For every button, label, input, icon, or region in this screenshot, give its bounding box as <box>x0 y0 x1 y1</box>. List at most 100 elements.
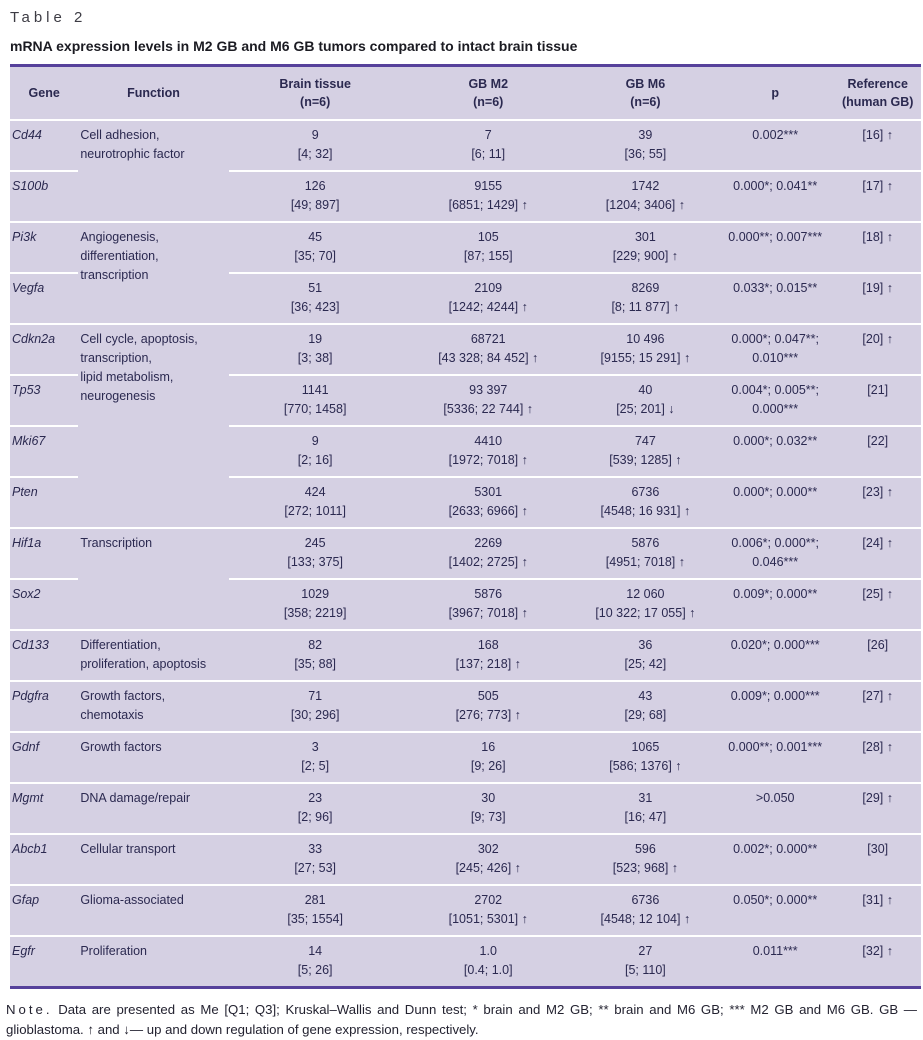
quartile-range: [1402; 2725] ↑ <box>448 555 528 569</box>
quartile-range: [49; 897] <box>290 198 340 212</box>
quartile-range: [30; 296] <box>290 708 340 722</box>
brain-tissue-cell: 1029 [358; 2219] <box>228 578 402 630</box>
reference-cell: [24] ↑ <box>834 527 921 579</box>
quartile-range: [16; 47] <box>624 810 667 824</box>
median-value: 1742 <box>631 179 660 193</box>
median-value: 9 <box>311 434 319 448</box>
quartile-range: [29; 68] <box>624 708 667 722</box>
gb-m2-cell: 5301 [2633; 6966] ↑ <box>401 476 575 528</box>
median-value: 39 <box>638 128 653 142</box>
median-value: 6736 <box>631 485 660 499</box>
header-row: Gene Function Brain tissue (n=6) GB M2 (… <box>10 65 921 121</box>
median-value: 2269 <box>474 536 503 550</box>
quartile-range: [2; 16] <box>297 453 333 467</box>
reference-cell: [25] ↑ <box>834 578 921 630</box>
gb-m2-cell: 9155 [6851; 1429] ↑ <box>401 170 575 222</box>
table-number-label: Table 2 <box>10 9 87 26</box>
reference-cell: [19] ↑ <box>834 272 921 324</box>
median-value: 3 <box>311 740 319 754</box>
gene-name: Egfr <box>10 935 79 988</box>
p-value-cell: 0.000*; 0.041** <box>715 170 835 222</box>
gb-m2-cell: 93 397 [5336; 22 744] ↑ <box>401 374 575 426</box>
median-value: 4410 <box>474 434 503 448</box>
brain-tissue-cell: 424 [272; 1011] <box>228 476 402 528</box>
p-value-cell: 0.000*; 0.000** <box>715 476 835 528</box>
quartile-range: [36; 55] <box>624 147 667 161</box>
quartile-range: [2; 96] <box>297 810 333 824</box>
reference-cell: [27] ↑ <box>834 680 921 732</box>
median-value: 71 <box>308 689 323 703</box>
median-value: 36 <box>638 638 653 652</box>
reference-cell: [32] ↑ <box>834 935 921 988</box>
brain-tissue-cell: 19 [3; 38] <box>228 323 402 375</box>
gene-name: Cd133 <box>10 629 79 681</box>
gb-m6-cell: 10 496 [9155; 15 291] ↑ <box>574 323 716 375</box>
median-value: 23 <box>308 791 323 805</box>
median-value: 31 <box>638 791 653 805</box>
quartile-range: [6851; 1429] ↑ <box>448 198 528 212</box>
gb-m6-cell: 747 [539; 1285] ↑ <box>574 425 716 477</box>
table-row-tp53: Tp53 1141 [770; 1458] 93 397 [5336; 22 744] … <box>10 374 921 426</box>
column-header-gb-m6: GB M6 (n=6) <box>574 65 716 121</box>
quartile-range: [35; 88] <box>294 657 337 671</box>
quartile-range: [87; 155] <box>463 249 513 263</box>
median-value: 45 <box>308 230 323 244</box>
median-value: 43 <box>638 689 653 703</box>
median-value: 505 <box>477 689 499 703</box>
median-value: 281 <box>304 893 326 907</box>
median-value: 16 <box>481 740 496 754</box>
gene-function: Differentiation, proliferation, apoptosi… <box>78 629 229 681</box>
reference-cell: [20] ↑ <box>834 323 921 375</box>
p-value-cell: 0.000**; 0.007*** <box>715 221 835 273</box>
median-value: 5301 <box>474 485 503 499</box>
gene-name: Gdnf <box>10 731 79 783</box>
column-header-p-value: p <box>715 65 835 121</box>
quartile-range: [35; 1554] <box>287 912 343 926</box>
median-value: 30 <box>481 791 496 805</box>
gb-m6-cell: 39 [36; 55] <box>574 119 716 171</box>
median-value: 82 <box>308 638 323 652</box>
table-row-gdnf: Gdnf Growth factors 3 [2; 5] 16 [9; 26] 1065 [5… <box>10 731 921 783</box>
table-row-sox2: Sox2 1029 [358; 2219] 5876 [3967; 7018] ↑ 12 … <box>10 578 921 630</box>
median-value: 12 060 <box>626 587 665 601</box>
quartile-range: [586; 1376] ↑ <box>609 759 682 773</box>
gb-m2-cell: 1.0 [0.4; 1.0] <box>401 935 575 988</box>
median-value: 93 397 <box>469 383 508 397</box>
quartile-range: [10 322; 17 055] ↑ <box>595 606 696 620</box>
median-value: 9155 <box>474 179 503 193</box>
p-value-cell: 0.002*** <box>715 119 835 171</box>
reference-cell: [30] <box>834 833 921 885</box>
median-value: 14 <box>308 944 323 958</box>
table-row-pi3k: Pi3k Angiogenesis, differentiation, trans… <box>10 221 921 324</box>
brain-tissue-cell: 245 [133; 375] <box>228 527 402 579</box>
gene-name: Pten <box>10 476 79 528</box>
p-value-cell: 0.009*; 0.000*** <box>715 680 835 732</box>
median-value: 168 <box>477 638 499 652</box>
median-value: 1065 <box>631 740 660 754</box>
p-value-cell: 0.000*; 0.032** <box>715 425 835 477</box>
column-header-gb-m2: GB M2 (n=6) <box>401 65 575 121</box>
gene-function: Cell cycle, apoptosis, transcription, li… <box>78 323 229 528</box>
gb-m6-cell: 301 [229; 900] ↑ <box>574 221 716 273</box>
table-row-egfr: Egfr Proliferation 14 [5; 26] 1.0 [0.4; 1.0] 2… <box>10 935 921 988</box>
gene-name: Mki67 <box>10 425 79 477</box>
table-row-cd44: Cd44 Cell adhesion, neurotrophic factor 9 [… <box>10 119 921 222</box>
quartile-range: [4548; 12 104] ↑ <box>600 912 691 926</box>
gb-m2-cell: 5876 [3967; 7018] ↑ <box>401 578 575 630</box>
brain-tissue-cell: 82 [35; 88] <box>228 629 402 681</box>
quartile-range: [358; 2219] <box>283 606 347 620</box>
brain-tissue-cell: 9 [2; 16] <box>228 425 402 477</box>
gb-m2-cell: 4410 [1972; 7018] ↑ <box>401 425 575 477</box>
gb-m2-cell: 68721 [43 328; 84 452] ↑ <box>401 323 575 375</box>
median-value: 596 <box>634 842 656 856</box>
table-row-cdkn2a: Cdkn2a Cell cycle, apoptosis, transcripti… <box>10 323 921 528</box>
reference-cell: [31] ↑ <box>834 884 921 936</box>
p-value-cell: >0.050 <box>715 782 835 834</box>
gene-function: Proliferation <box>78 935 229 988</box>
gene-function: Transcription <box>78 527 229 630</box>
reference-cell: [22] <box>834 425 921 477</box>
table-row-mgmt: Mgmt DNA damage/repair 23 [2; 96] 30 [9; 73] 3… <box>10 782 921 834</box>
gene-name: Mgmt <box>10 782 79 834</box>
table-caption: mRNA expression levels in M2 GB and M6 G… <box>10 38 578 54</box>
quartile-range: [4548; 16 931] ↑ <box>600 504 691 518</box>
